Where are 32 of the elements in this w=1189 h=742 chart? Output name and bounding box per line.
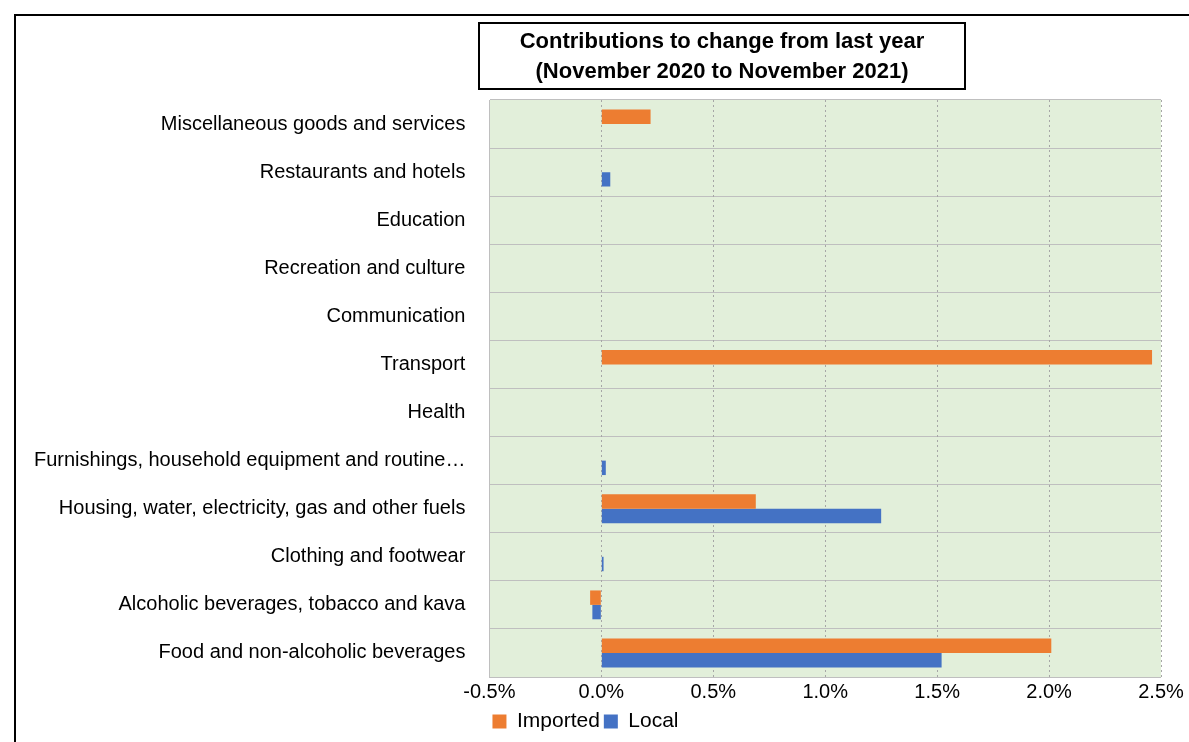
- bar: [601, 508, 882, 524]
- x-tick-label: -0.5%: [463, 679, 516, 702]
- bar: [601, 350, 1153, 365]
- bar: [601, 172, 611, 187]
- bar: [592, 604, 601, 620]
- x-tick-label: 1.5%: [914, 679, 961, 702]
- y-tick-label: Health: [407, 400, 466, 423]
- x-tick-label: 0.0%: [578, 679, 625, 702]
- bar: [601, 494, 756, 509]
- legend-label: Imported: [516, 708, 600, 732]
- bar: [601, 638, 1052, 653]
- y-tick-label: Recreation and culture: [264, 255, 466, 278]
- bar: [601, 460, 606, 476]
- y-tick-label: Transport: [380, 351, 466, 374]
- y-tick-label: Alcoholic beverages, tobacco and kava: [118, 592, 467, 615]
- bar: [590, 590, 601, 605]
- y-tick-label: Restaurants and hotels: [259, 159, 466, 182]
- x-tick-label: 2.5%: [1138, 679, 1185, 702]
- y-tick-label: Furnishings, household equipment and routine…: [34, 448, 466, 471]
- y-tick-label: Food and non-alcoholic beverages: [158, 640, 466, 663]
- y-tick-label: Miscellaneous goods and services: [160, 111, 466, 134]
- y-tick-label: Housing, water, electricity, gas and other fuels: [58, 496, 466, 519]
- chart-title: Contributions to change from last year (November 2020 to November 2021): [478, 22, 966, 90]
- legend-label: Local: [628, 708, 679, 732]
- bar: [601, 109, 651, 125]
- bar: [601, 652, 942, 668]
- y-tick-label: Clothing and footwear: [270, 544, 466, 567]
- y-tick-label: Communication: [326, 303, 466, 326]
- x-tick-label: 0.5%: [690, 679, 737, 702]
- x-tick-label: 2.0%: [1026, 679, 1073, 702]
- y-tick-label: Education: [376, 207, 466, 230]
- x-tick-label: 1.0%: [802, 679, 849, 702]
